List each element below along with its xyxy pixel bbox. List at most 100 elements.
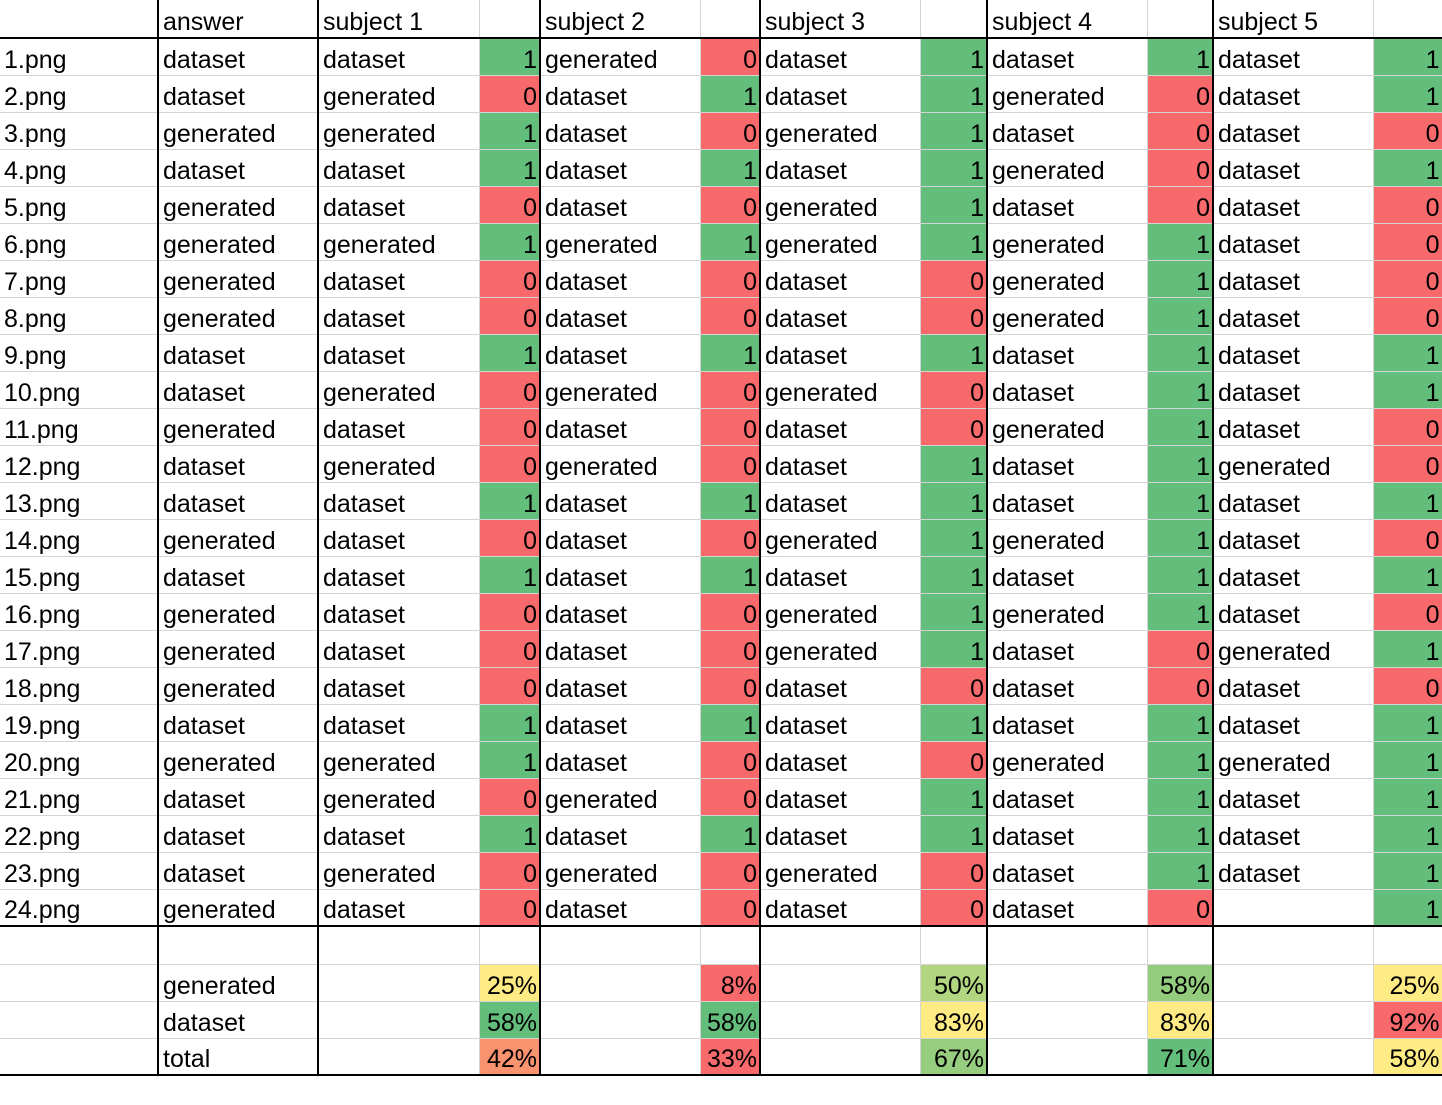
score-cell[interactable]: 1 [479, 741, 541, 779]
subject-guess-cell[interactable]: dataset [759, 482, 921, 520]
subject-guess-cell[interactable]: generated [317, 741, 480, 779]
file-name-cell[interactable]: 18.png [0, 667, 159, 705]
score-cell[interactable]: 1 [479, 112, 541, 150]
score-cell[interactable]: 1 [1147, 741, 1214, 779]
file-name-cell[interactable]: 12.png [0, 445, 159, 483]
score-cell[interactable]: 0 [700, 112, 761, 150]
score-cell[interactable]: 1 [479, 38, 541, 76]
subject-guess-cell[interactable]: dataset [759, 741, 921, 779]
subject-guess-cell[interactable]: dataset [317, 260, 480, 298]
score-cell[interactable]: 1 [920, 186, 988, 224]
subject-guess-cell[interactable]: dataset [986, 852, 1148, 890]
subject-guess-cell[interactable]: dataset [1212, 149, 1374, 187]
answer-cell[interactable]: dataset [157, 38, 319, 76]
score-cell[interactable]: 1 [920, 556, 988, 594]
score-cell[interactable]: 1 [1373, 704, 1442, 742]
subject-guess-cell[interactable]: dataset [759, 778, 921, 816]
subject-guess-cell[interactable]: dataset [539, 741, 701, 779]
header-cell[interactable]: subject 4 [986, 0, 1148, 39]
score-cell[interactable]: 1 [700, 556, 761, 594]
subject-guess-cell[interactable]: generated [986, 519, 1148, 557]
score-cell[interactable]: 0 [479, 593, 541, 631]
score-cell[interactable]: 1 [920, 149, 988, 187]
score-cell[interactable]: 0 [700, 408, 761, 446]
answer-cell[interactable]: dataset [157, 852, 319, 890]
file-name-cell[interactable]: 22.png [0, 815, 159, 853]
score-cell[interactable]: 0 [479, 371, 541, 409]
subject-guess-cell[interactable]: dataset [759, 38, 921, 76]
subject-guess-cell[interactable]: dataset [539, 815, 701, 853]
score-cell[interactable]: 0 [700, 445, 761, 483]
empty-cell[interactable] [759, 1001, 921, 1039]
file-name-cell[interactable]: 10.png [0, 371, 159, 409]
subject-guess-cell[interactable]: dataset [317, 667, 480, 705]
score-cell[interactable]: 1 [920, 815, 988, 853]
file-name-cell[interactable]: 7.png [0, 260, 159, 298]
score-cell[interactable]: 0 [479, 889, 541, 927]
score-cell[interactable]: 1 [920, 630, 988, 668]
score-cell[interactable]: 1 [1147, 297, 1214, 335]
subject-guess-cell[interactable]: generated [759, 186, 921, 224]
score-cell[interactable]: 1 [920, 593, 988, 631]
subject-guess-cell[interactable]: dataset [1212, 778, 1374, 816]
score-cell[interactable]: 1 [920, 482, 988, 520]
summary-percent-cell[interactable]: 92% [1373, 1001, 1442, 1039]
subject-guess-cell[interactable]: dataset [986, 482, 1148, 520]
score-cell[interactable]: 1 [1147, 815, 1214, 853]
subject-guess-cell[interactable]: generated [539, 445, 701, 483]
score-cell[interactable]: 0 [479, 186, 541, 224]
file-name-cell[interactable]: 4.png [0, 149, 159, 187]
summary-percent-cell[interactable]: 58% [479, 1001, 541, 1039]
empty-cell[interactable] [700, 926, 761, 965]
empty-cell[interactable] [1373, 926, 1442, 965]
empty-cell[interactable] [1212, 1038, 1374, 1076]
answer-cell[interactable]: generated [157, 297, 319, 335]
answer-cell[interactable]: dataset [157, 445, 319, 483]
summary-percent-cell[interactable]: 25% [479, 964, 541, 1002]
subject-guess-cell[interactable]: dataset [539, 519, 701, 557]
score-cell[interactable]: 0 [1373, 593, 1442, 631]
empty-cell[interactable] [0, 926, 159, 965]
score-cell[interactable]: 0 [700, 852, 761, 890]
answer-cell[interactable]: generated [157, 889, 319, 927]
file-name-cell[interactable]: 2.png [0, 75, 159, 113]
summary-label-cell[interactable]: dataset [157, 1001, 319, 1039]
subject-guess-cell[interactable]: generated [539, 38, 701, 76]
score-cell[interactable]: 1 [479, 334, 541, 372]
subject-guess-cell[interactable]: generated [539, 852, 701, 890]
score-cell[interactable]: 0 [479, 408, 541, 446]
file-name-cell[interactable]: 5.png [0, 186, 159, 224]
subject-guess-cell[interactable]: dataset [1212, 519, 1374, 557]
empty-cell[interactable] [157, 926, 319, 965]
summary-percent-cell[interactable]: 42% [479, 1038, 541, 1076]
subject-guess-cell[interactable]: generated [1212, 445, 1374, 483]
summary-percent-cell[interactable]: 58% [700, 1001, 761, 1039]
score-cell[interactable]: 0 [1373, 519, 1442, 557]
subject-guess-cell[interactable]: dataset [1212, 371, 1374, 409]
empty-cell[interactable] [1212, 1001, 1374, 1039]
subject-guess-cell[interactable]: dataset [759, 815, 921, 853]
score-cell[interactable]: 1 [700, 223, 761, 261]
score-cell[interactable]: 1 [1147, 371, 1214, 409]
subject-guess-cell[interactable]: dataset [986, 112, 1148, 150]
summary-percent-cell[interactable]: 8% [700, 964, 761, 1002]
subject-guess-cell[interactable]: dataset [986, 889, 1148, 927]
score-cell[interactable]: 0 [1373, 408, 1442, 446]
empty-cell[interactable] [986, 964, 1148, 1002]
subject-guess-cell[interactable]: dataset [759, 408, 921, 446]
answer-cell[interactable]: dataset [157, 815, 319, 853]
score-cell[interactable]: 1 [1147, 519, 1214, 557]
score-cell[interactable]: 0 [1373, 186, 1442, 224]
subject-guess-cell[interactable]: dataset [539, 630, 701, 668]
empty-cell[interactable] [539, 1038, 701, 1076]
header-cell[interactable]: subject 5 [1212, 0, 1374, 39]
score-cell[interactable]: 1 [920, 223, 988, 261]
score-cell[interactable]: 1 [1373, 815, 1442, 853]
subject-guess-cell[interactable]: generated [317, 445, 480, 483]
score-cell[interactable]: 1 [700, 704, 761, 742]
answer-cell[interactable]: dataset [157, 482, 319, 520]
score-cell[interactable]: 1 [1147, 704, 1214, 742]
subject-guess-cell[interactable]: generated [759, 112, 921, 150]
subject-guess-cell[interactable]: dataset [759, 149, 921, 187]
score-cell[interactable]: 0 [1373, 445, 1442, 483]
